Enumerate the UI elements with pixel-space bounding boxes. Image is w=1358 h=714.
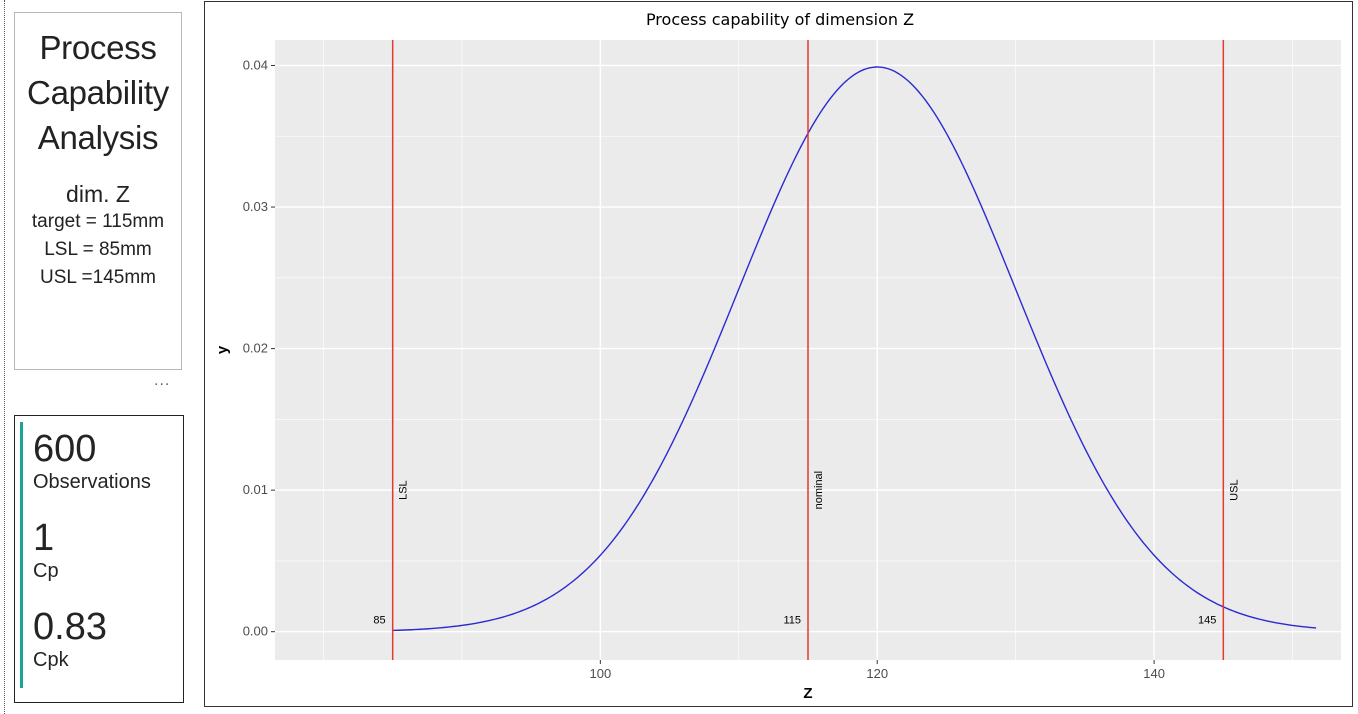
- kpi-card: 600 Observations 1 Cp 0.83 Cpk: [14, 415, 184, 703]
- more-options-icon[interactable]: ...: [154, 372, 171, 389]
- spec-line-label: LSL: [398, 480, 410, 500]
- y-tick-label: 0.00: [243, 624, 268, 639]
- kpi-cp: 1 Cp: [33, 517, 59, 583]
- y-tick-label: 0.01: [243, 482, 268, 497]
- kpi-cpk: 0.83 Cpk: [33, 606, 107, 672]
- report-title-line: Capability: [27, 74, 169, 111]
- y-tick-label: 0.03: [243, 199, 268, 214]
- x-tick-label: 140: [1143, 666, 1165, 681]
- density-curve: [392, 66, 1317, 632]
- spec-line-label: USL: [1228, 479, 1240, 500]
- spec-lines: LSL 85 nominal 115 USL 145: [373, 40, 1240, 660]
- kpi-value: 600: [33, 428, 97, 470]
- dimension-label: dim. Z: [66, 181, 130, 207]
- x-tick-label: 120: [866, 666, 888, 681]
- capability-chart: Process capability of dimension Z 0.000.…: [214, 10, 1341, 702]
- y-tick-label: 0.02: [243, 341, 268, 356]
- y-axis-ticks: 0.00 0.01 0.02 0.03 0.04: [243, 57, 275, 639]
- kpi-value: 1: [33, 517, 55, 559]
- kpi-value: 0.83: [33, 606, 107, 648]
- density-curve-layer: [392, 66, 1317, 632]
- kpi-accent-bar: [20, 422, 23, 688]
- spec-value-label: 115: [783, 615, 801, 627]
- title-card: Process Capability Analysis dim. Z targe…: [14, 12, 182, 370]
- spec-value-label: 85: [373, 615, 385, 627]
- dotted-edge: [4, 0, 5, 714]
- y-axis-label: y: [214, 345, 231, 354]
- report-title: Process Capability Analysis: [15, 25, 181, 160]
- spec-value-label: 145: [1198, 615, 1216, 627]
- report-title-line: Process: [39, 29, 157, 66]
- kpi-label: Cpk: [33, 649, 69, 671]
- spec-line-label: nominal: [813, 471, 825, 510]
- lsl-spec: LSL = 85mm: [44, 239, 152, 260]
- y-tick-label: 0.04: [243, 57, 268, 72]
- usl-spec: USL =145mm: [40, 267, 156, 288]
- chart-frame: Process capability of dimension Z 0.00 0.…: [204, 1, 1353, 707]
- kpi-observations: 600 Observations: [33, 428, 151, 494]
- report-title-line: Analysis: [37, 119, 159, 156]
- target-spec: target = 115mm: [31, 211, 165, 232]
- kpi-label: Cp: [33, 560, 59, 582]
- x-tick-label: 100: [589, 666, 611, 681]
- x-axis-label: Z: [803, 685, 812, 702]
- kpi-label: Observations: [33, 471, 151, 493]
- chart-title: Process capability of dimension Z: [646, 10, 914, 29]
- x-axis-ticks: 100 120 140: [589, 660, 1165, 681]
